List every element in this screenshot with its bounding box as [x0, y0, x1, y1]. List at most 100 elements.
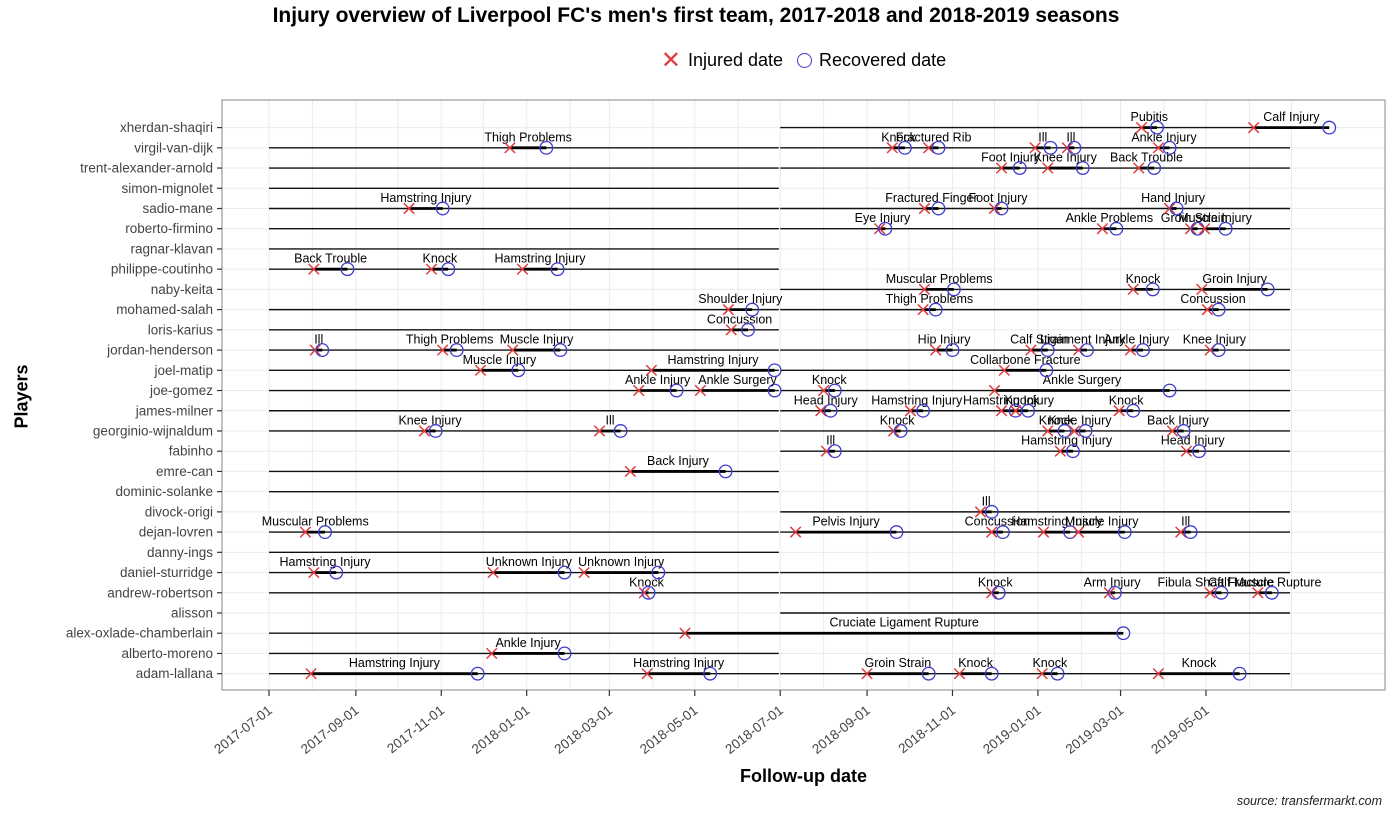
injury-label: Foot Injury	[981, 151, 1041, 165]
recovered-o-marker	[1012, 161, 1027, 176]
injured-x-marker	[817, 384, 830, 397]
injury-label: Back Injury	[647, 454, 710, 468]
injured-x-marker	[789, 526, 802, 538]
y-tick-label: james-milner	[135, 403, 214, 418]
injured-x-marker	[1196, 283, 1208, 296]
injured-x-marker	[922, 142, 935, 154]
injured-x-marker	[917, 303, 929, 316]
injured-x-marker	[425, 263, 438, 275]
injury-label: Head Injury	[1161, 434, 1226, 448]
injury-label: Knock	[1004, 393, 1039, 407]
injured-x-marker	[1184, 222, 1197, 235]
y-tick-label: xherdan-shaqiri	[120, 120, 213, 135]
injury-label: Shoulder Injury	[698, 292, 783, 306]
recovered-o-marker	[916, 403, 931, 418]
x-tick-label: 2018-01-01	[469, 703, 533, 757]
y-tick-label: philippe-coutinho	[111, 262, 213, 277]
y-tick-label: jordan-henderson	[106, 343, 213, 358]
y-tick-label: alberto-moreno	[121, 646, 213, 661]
y-tick-label: alisson	[171, 606, 213, 621]
injured-x-marker	[1133, 162, 1145, 174]
injured-x-marker	[1175, 526, 1187, 538]
recovered-o-marker	[1057, 424, 1072, 438]
injured-x-marker	[1096, 222, 1109, 235]
recovered-o-marker	[641, 585, 656, 600]
injured-x-icon: ✕	[660, 46, 681, 74]
injured-x-marker	[1036, 667, 1048, 680]
injury-label: Knock	[812, 373, 847, 387]
injured-x-marker	[638, 587, 651, 599]
injury-label: Pelvis Injury	[812, 515, 880, 529]
injury-label: Hamstring Injury	[1021, 434, 1113, 448]
injury-label: Knock	[1039, 413, 1074, 427]
injury-label: Foot Injury	[968, 191, 1028, 205]
recovered-o-marker	[1264, 585, 1279, 600]
recovered-o-marker	[893, 424, 908, 438]
recovered-o-marker	[1039, 363, 1054, 378]
recovered-o-marker	[921, 666, 936, 681]
recovered-o-marker	[1117, 525, 1132, 540]
injured-x-marker	[1152, 142, 1165, 154]
recovered-o-marker	[1109, 221, 1124, 236]
injured-x-marker	[985, 587, 998, 599]
recovered-o-marker	[928, 302, 943, 317]
y-tick-label: adam-lallana	[136, 666, 214, 681]
recovered-o-marker	[1214, 585, 1229, 600]
recovered-o-marker	[340, 262, 355, 277]
legend-item-recovered: Recovered date	[797, 50, 946, 71]
injury-label: Calf Injury	[1263, 110, 1320, 124]
recovered-o-marker	[945, 343, 960, 358]
injury-label: Ligament Injury	[1040, 333, 1126, 347]
legend-item-injured: ✕ Injured date	[660, 46, 783, 74]
injured-x-marker	[487, 566, 499, 579]
injury-label: Fractured Rib	[896, 130, 972, 144]
injured-x-marker	[1009, 405, 1022, 417]
injury-label: Hip Injury	[918, 333, 972, 347]
injured-x-marker	[305, 667, 317, 680]
recovered-o-marker	[889, 525, 904, 540]
injury-label: Knock	[958, 656, 993, 670]
injured-x-marker	[995, 162, 1008, 174]
x-tick-label: 2018-11-01	[895, 703, 958, 757]
chart-legend: ✕ Injured date Recovered date	[222, 46, 1385, 74]
injured-x-marker	[1029, 142, 1041, 154]
injury-label: Knock	[880, 413, 915, 427]
injured-x-marker	[1201, 303, 1214, 316]
recovered-o-marker	[1075, 161, 1090, 176]
injury-label: Muscular Problems	[886, 272, 993, 286]
recovered-o-marker	[931, 140, 946, 155]
injured-x-marker	[624, 465, 637, 478]
injured-x-marker	[886, 142, 898, 154]
y-tick-label: daniel-sturridge	[120, 565, 213, 580]
injured-x-marker	[918, 202, 931, 215]
recovered-o-marker	[767, 363, 782, 378]
x-tick-label: 2017-11-01	[384, 703, 447, 757]
injury-label: Concussion	[1180, 292, 1245, 306]
recovered-o-marker	[1145, 282, 1160, 297]
y-tick-label: mohamed-salah	[116, 302, 213, 317]
injury-label: Hamstring Injury	[495, 252, 587, 266]
injury-label: Muscle Injury	[463, 353, 537, 367]
recovered-o-marker	[1232, 666, 1247, 681]
recovered-o-marker	[1021, 403, 1036, 418]
recovered-o-marker	[318, 525, 332, 540]
injured-x-marker	[1037, 526, 1050, 538]
injured-x-marker	[516, 263, 529, 275]
recovered-o-marker	[1322, 120, 1337, 135]
injury-label: Concussion	[965, 515, 1030, 529]
recovered-o-marker	[1183, 525, 1198, 540]
injured-x-marker	[1103, 587, 1116, 599]
recovered-o-marker	[1126, 403, 1141, 418]
injury-label: Fibula Shaft Fracture	[1157, 575, 1274, 589]
injured-x-marker	[974, 506, 987, 518]
legend-recovered-label: Recovered date	[819, 50, 947, 70]
y-tick-label: dominic-solanke	[115, 484, 213, 499]
recovered-o-marker	[1108, 585, 1122, 600]
injury-label: Muscle Injury	[1178, 211, 1252, 225]
y-tick-label: dejan-lovren	[139, 525, 213, 540]
recovered-o-marker	[669, 383, 684, 398]
injured-x-marker	[1166, 425, 1179, 437]
injury-label: Ankle Problems	[1066, 211, 1154, 225]
injured-x-marker	[1180, 445, 1193, 457]
